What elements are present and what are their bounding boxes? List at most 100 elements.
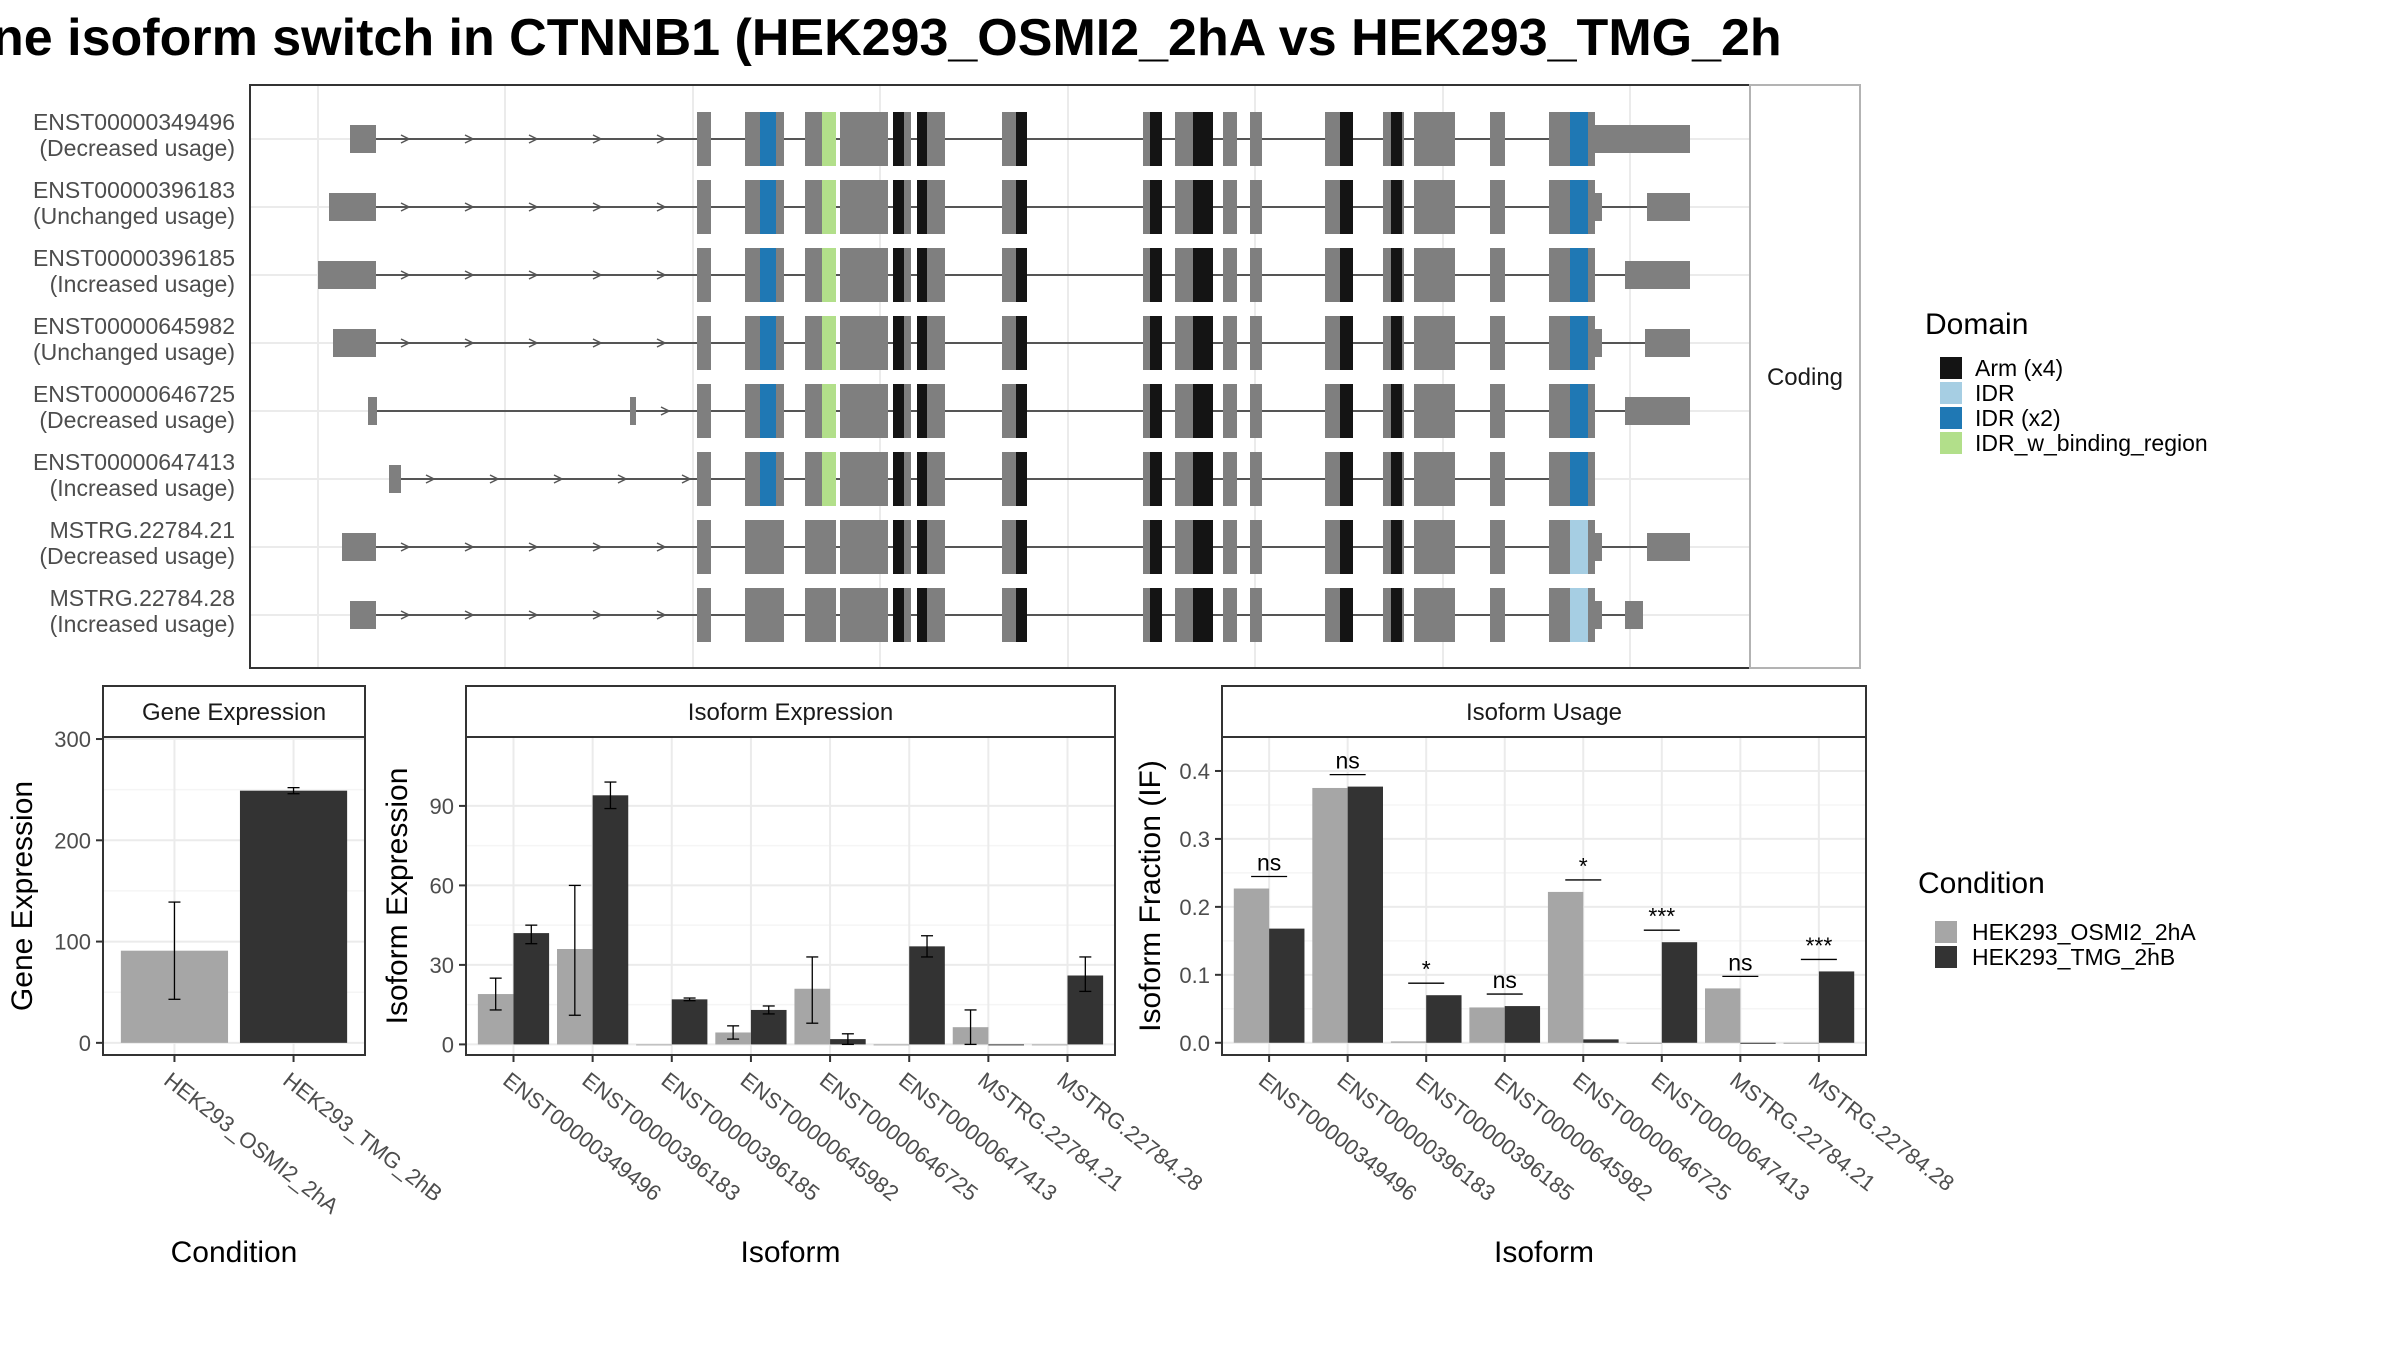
significance-label: ns	[1257, 850, 1281, 876]
coding-exon	[1414, 316, 1420, 370]
utr-exon	[1595, 193, 1602, 221]
coding-exon	[1420, 180, 1455, 234]
utr-exon	[1625, 397, 1690, 425]
bar	[988, 1044, 1024, 1046]
coding-exon	[1175, 316, 1193, 370]
idr-binding-domain	[822, 112, 836, 166]
transcript-id-label: ENST00000396185	[33, 245, 235, 271]
coding-exon	[1549, 248, 1563, 302]
x-tick-label: MSTRG.22784.28	[1052, 1067, 1207, 1196]
coding-exon	[1223, 112, 1237, 166]
idr-x2-domain	[760, 248, 776, 302]
transcript-model-ENST00000646725	[368, 384, 1690, 438]
direction-arrow	[425, 474, 436, 484]
domain-legend-swatch	[1940, 382, 1962, 404]
direction-arrow	[464, 610, 475, 620]
transcript-usage-label: (Decreased usage)	[39, 543, 235, 569]
arm-domain	[917, 316, 927, 370]
utr-exon	[1625, 601, 1643, 629]
coding-exon	[1420, 248, 1455, 302]
coding-exon	[1325, 248, 1340, 302]
direction-arrow	[553, 474, 564, 484]
coding-exon	[1549, 180, 1563, 234]
direction-arrow	[528, 134, 539, 144]
arm-domain	[1150, 384, 1162, 438]
bar	[1390, 1041, 1427, 1043]
significance-label: ns	[1336, 748, 1360, 774]
coding-exon	[840, 316, 871, 370]
bar	[1504, 1006, 1541, 1043]
y-tick-label: 30	[430, 953, 454, 978]
direction-arrow	[528, 270, 539, 280]
coding-exon	[840, 112, 871, 166]
arm-domain	[1193, 452, 1213, 506]
domain-legend-label: IDR	[1975, 380, 2015, 406]
coding-exon	[1490, 520, 1505, 574]
coding-exon	[1250, 520, 1262, 574]
coding-exon	[1175, 384, 1193, 438]
coding-exon	[1420, 384, 1455, 438]
direction-arrow	[400, 202, 411, 212]
direction-arrow	[464, 134, 475, 144]
arm-domain	[1340, 112, 1353, 166]
bar	[909, 946, 945, 1045]
idr-binding-domain	[822, 248, 836, 302]
bar	[1469, 1007, 1505, 1043]
coding-exon	[1414, 248, 1420, 302]
direction-arrow	[528, 610, 539, 620]
coding-exon	[697, 316, 711, 370]
arm-domain	[893, 180, 904, 234]
coding-exon	[745, 520, 784, 574]
coding-exon	[1250, 180, 1262, 234]
coding-exon	[1383, 588, 1391, 642]
coding-exon	[1549, 588, 1563, 642]
utr-exon	[342, 533, 376, 561]
significance-label: ***	[1805, 932, 1832, 958]
bar	[1233, 888, 1270, 1043]
coding-exon	[871, 112, 888, 166]
utr-exon	[368, 397, 377, 425]
bar	[592, 795, 629, 1045]
bar	[1347, 786, 1383, 1043]
coding-exon	[1420, 112, 1455, 166]
y-tick-label: 60	[430, 873, 454, 898]
coding-exon	[1414, 520, 1420, 574]
transcript-model-ENST00000645982	[333, 316, 1690, 370]
direction-arrow	[592, 270, 603, 280]
coding-exon	[697, 452, 711, 506]
transcript-model-MSTRG.22784.21	[342, 520, 1690, 574]
arm-domain	[917, 248, 927, 302]
idr-binding-domain	[822, 180, 836, 234]
direction-arrow	[656, 610, 667, 620]
coding-exon	[1325, 316, 1340, 370]
arm-domain	[1340, 248, 1353, 302]
arm-domain	[1391, 316, 1402, 370]
y-axis-title: Gene Expression	[6, 781, 39, 1011]
arm-domain	[893, 452, 904, 506]
transcript-usage-label: (Decreased usage)	[39, 135, 235, 161]
coding-exon	[1490, 452, 1505, 506]
direction-arrow	[656, 542, 667, 552]
coding-exon	[697, 588, 711, 642]
coding-exon	[1250, 112, 1262, 166]
arm-domain	[1016, 384, 1027, 438]
idr-x2-domain	[1570, 112, 1588, 166]
coding-exon	[840, 452, 871, 506]
idr-x2-domain	[760, 112, 776, 166]
coding-exon	[1250, 248, 1262, 302]
structure-strip-label: Coding	[1767, 364, 1843, 391]
transcript-id-label: ENST00000646725	[33, 381, 235, 407]
coding-exon	[1490, 384, 1505, 438]
panel-strip-title: Isoform Expression	[688, 699, 893, 726]
arm-domain	[1016, 452, 1027, 506]
transcript-id-label: ENST00000645982	[33, 313, 235, 339]
coding-exon	[1490, 248, 1505, 302]
idr-binding-domain	[822, 316, 836, 370]
coding-exon	[1175, 248, 1193, 302]
utr-exon	[1625, 261, 1690, 289]
coding-exon	[1420, 452, 1455, 506]
arm-domain	[917, 384, 927, 438]
arm-domain	[1150, 520, 1162, 574]
coding-exon	[1002, 520, 1016, 574]
